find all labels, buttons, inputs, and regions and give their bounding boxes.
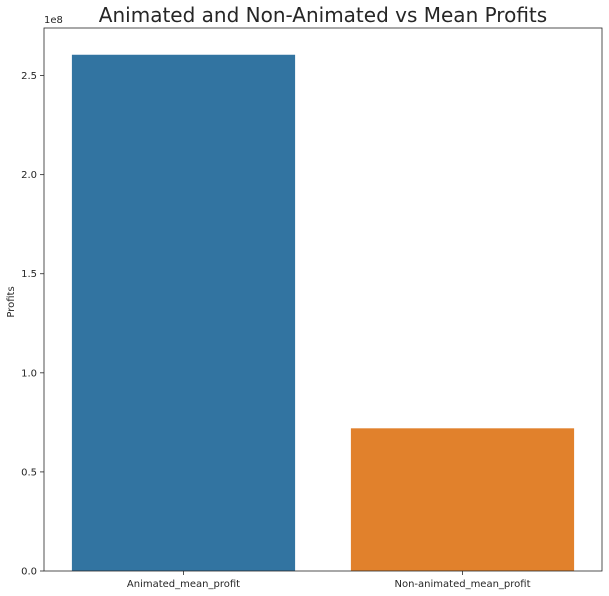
bar [350, 428, 575, 571]
bar [71, 54, 296, 571]
y-tick-label: 0.5 [21, 467, 37, 478]
y-tick-label: 2.5 [21, 71, 37, 82]
x-tick-label: Non-animated_mean_profit [394, 579, 530, 590]
y-tick-label: 1.5 [21, 269, 37, 280]
plot-area: Animated_mean_profit Non-animated_mean_pr… [21, 27, 603, 590]
y-axis-offset-label: 1e8 [44, 15, 63, 26]
chart-title: Animated and Non-Animated vs Mean Profit… [99, 3, 547, 27]
y-tick-label: 0.0 [21, 567, 37, 578]
y-tick-label: 1.0 [21, 368, 37, 379]
x-tick-label: Animated_mean_profit [127, 579, 240, 590]
axes-frame [43, 27, 603, 572]
y-axis-label: Profits [6, 286, 17, 317]
y-tick-label: 2.0 [21, 170, 37, 181]
